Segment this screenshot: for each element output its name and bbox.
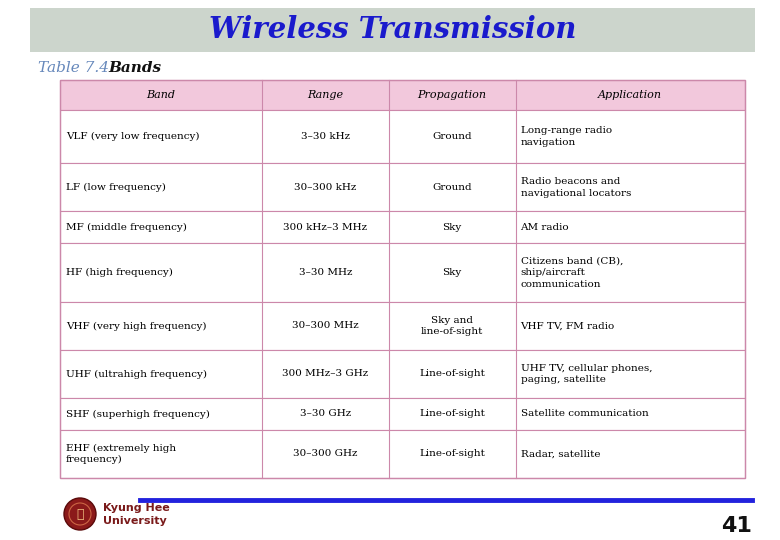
Text: 3–30 GHz: 3–30 GHz (300, 409, 351, 418)
Text: Band: Band (147, 90, 176, 100)
Text: 30–300 kHz: 30–300 kHz (294, 183, 356, 192)
Text: 30–300 GHz: 30–300 GHz (293, 449, 358, 458)
Text: Sky: Sky (442, 268, 462, 277)
Text: 3–30 kHz: 3–30 kHz (301, 132, 350, 141)
Text: Table 7.4: Table 7.4 (38, 61, 109, 75)
Text: AM radio: AM radio (520, 223, 569, 232)
Text: Line-of-sight: Line-of-sight (419, 449, 485, 458)
Text: LF (low frequency): LF (low frequency) (66, 183, 166, 192)
Text: Sky: Sky (442, 223, 462, 232)
Text: 3–30 MHz: 3–30 MHz (299, 268, 353, 277)
Text: MF (middle frequency): MF (middle frequency) (66, 223, 187, 232)
Text: Sky and
line-of-sight: Sky and line-of-sight (421, 316, 484, 336)
Text: Radio beacons and
navigational locators: Radio beacons and navigational locators (520, 177, 631, 198)
Text: VHF (very high frequency): VHF (very high frequency) (66, 321, 207, 330)
FancyBboxPatch shape (60, 80, 745, 110)
FancyBboxPatch shape (60, 350, 745, 398)
Text: Line-of-sight: Line-of-sight (419, 409, 485, 418)
FancyBboxPatch shape (60, 110, 745, 163)
Text: HF (high frequency): HF (high frequency) (66, 268, 173, 277)
Text: 30–300 MHz: 30–300 MHz (292, 321, 359, 330)
Text: Wireless Transmission: Wireless Transmission (209, 16, 576, 44)
Text: VHF TV, FM radio: VHF TV, FM radio (520, 321, 615, 330)
FancyBboxPatch shape (60, 430, 745, 478)
FancyBboxPatch shape (60, 302, 745, 350)
Text: VLF (very low frequency): VLF (very low frequency) (66, 132, 200, 141)
FancyBboxPatch shape (60, 398, 745, 430)
Text: Range: Range (307, 90, 343, 100)
Text: Ground: Ground (432, 183, 472, 192)
Text: EHF (extremely high
frequency): EHF (extremely high frequency) (66, 444, 176, 464)
Circle shape (64, 498, 96, 530)
FancyBboxPatch shape (60, 163, 745, 211)
Text: Radar, satellite: Radar, satellite (520, 449, 600, 458)
Text: 41: 41 (722, 516, 752, 536)
Text: Satellite communication: Satellite communication (520, 409, 648, 418)
FancyBboxPatch shape (30, 8, 755, 52)
Text: Bands: Bands (108, 61, 161, 75)
Text: Citizens band (CB),
ship/aircraft
communication: Citizens band (CB), ship/aircraft commun… (520, 256, 623, 288)
FancyBboxPatch shape (60, 211, 745, 244)
Text: Ground: Ground (432, 132, 472, 141)
Text: Long-range radio
navigation: Long-range radio navigation (520, 126, 612, 147)
Text: UHF (ultrahigh frequency): UHF (ultrahigh frequency) (66, 369, 207, 379)
Text: SHF (superhigh frequency): SHF (superhigh frequency) (66, 409, 210, 418)
Text: UHF TV, cellular phones,
paging, satellite: UHF TV, cellular phones, paging, satelli… (520, 364, 652, 384)
Text: Application: Application (598, 90, 662, 100)
Text: University: University (103, 516, 167, 526)
Text: Propagation: Propagation (417, 90, 487, 100)
Text: Kyung Hee: Kyung Hee (103, 503, 170, 513)
Text: ⛪: ⛪ (76, 508, 83, 521)
FancyBboxPatch shape (60, 244, 745, 302)
Text: Line-of-sight: Line-of-sight (419, 369, 485, 379)
Text: 300 kHz–3 MHz: 300 kHz–3 MHz (283, 223, 367, 232)
Text: 300 MHz–3 GHz: 300 MHz–3 GHz (282, 369, 369, 379)
